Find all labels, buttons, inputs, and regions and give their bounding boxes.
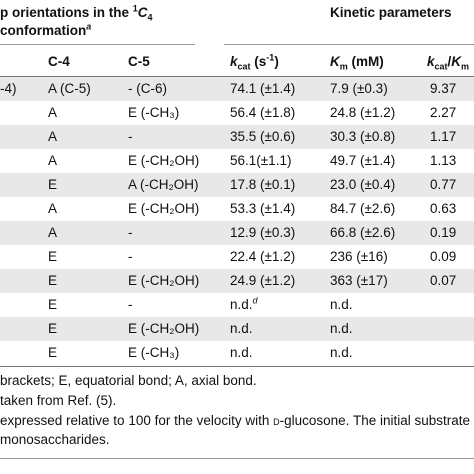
cell-kcat: 56.1(±1.1) [230, 153, 292, 168]
cell-kcat: 35.5 (±0.6) [230, 129, 296, 144]
cell-km: 24.8 (±1.2) [330, 105, 396, 120]
cell-c5: - [128, 129, 133, 144]
cell-km: 7.9 (±0.3) [330, 81, 388, 96]
cell-km: 236 (±16) [330, 249, 388, 264]
group-header-line2: conformation [0, 23, 87, 38]
cell-c4: A [48, 105, 58, 120]
cell-km: n.d. [330, 345, 353, 360]
group-underline [0, 44, 195, 45]
cell-ratio: 9.37 [430, 81, 457, 96]
cell-ratio: 2.27 [430, 105, 457, 120]
row-band [0, 125, 474, 149]
cell-c5: E (-CH₂OH) [128, 273, 200, 288]
col-header-km: Km (mM) [330, 54, 384, 72]
footnote-2: taken from Ref. (5). [0, 393, 117, 408]
cell-c5: E (-CH₃) [128, 345, 180, 360]
group-header-footnote-a: a [86, 21, 92, 32]
footnote-3: expressed relative to 100 for the veloci… [0, 413, 474, 428]
col-header-kcat: kcat (s-1) [230, 52, 279, 72]
cell-c5: E (-CH₂OH) [128, 201, 200, 216]
cell-c4: E [48, 321, 58, 336]
cell-km: 30.3 (±0.8) [330, 129, 396, 144]
cell-c5: - [128, 297, 133, 312]
table-bottom-rule [0, 366, 474, 367]
row-band [0, 269, 474, 293]
cell-kcat: n.d. [230, 345, 253, 360]
cell-c5: - [128, 225, 133, 240]
group-header-c: C [137, 5, 148, 20]
cell-c5: - (C-6) [128, 81, 167, 96]
group-header: p orientations in the 1C4 conformationa [0, 4, 153, 40]
cell-c5: E (-CH₂OH) [128, 321, 200, 336]
footnote-1: brackets; E, equatorial bond; A, axial b… [0, 373, 257, 388]
kinetic-underline [224, 44, 474, 45]
cell-km: 49.7 (±1.4) [330, 153, 396, 168]
footnote-bottom-rule [0, 458, 474, 459]
cell-kcat: 22.4 (±1.2) [230, 249, 296, 264]
cell-kcat: 56.4 (±1.8) [230, 105, 296, 120]
cell-ratio: 1.17 [430, 129, 457, 144]
cell-km: 84.7 (±2.6) [330, 201, 396, 216]
cell-c4: E [48, 345, 58, 360]
cell-c4: A [48, 201, 58, 216]
cell-c4: A (C-5) [48, 81, 91, 96]
cell-c4: E [48, 177, 58, 192]
group-header-sub: 4 [147, 12, 153, 23]
cell-c3: -4) [0, 81, 17, 96]
cell-ratio: 0.07 [430, 273, 457, 288]
cell-c4: E [48, 249, 58, 264]
cell-kcat: n.d. [230, 321, 253, 336]
row-band [0, 173, 474, 197]
col-header-ratio: kcat/Km [427, 54, 470, 72]
cell-kcat: 12.9 (±0.3) [230, 225, 296, 240]
cell-ratio: 1.13 [430, 153, 457, 168]
cell-c5: - [128, 249, 133, 264]
cell-ratio: 0.19 [430, 225, 457, 240]
cell-ratio: 0.09 [430, 249, 457, 264]
cell-kcat: 53.3 (±1.4) [230, 201, 296, 216]
cell-c5: E (-CH₃) [128, 105, 180, 120]
cell-km: 23.0 (±0.4) [330, 177, 396, 192]
row-band [0, 77, 474, 101]
cell-kcat: 74.1 (±1.4) [230, 81, 296, 96]
cell-c5: A (-CH₂OH) [128, 177, 199, 192]
cell-c4: A [48, 153, 58, 168]
cell-c4: E [48, 297, 58, 312]
cell-c5: E (-CH₂OH) [128, 153, 200, 168]
cell-kcat: n.d.d [230, 295, 258, 312]
footnote-d-marker: d [252, 295, 258, 306]
group-header-line1: p orientations in the [0, 5, 133, 20]
cell-km: n.d. [330, 321, 353, 336]
cell-kcat: 24.9 (±1.2) [230, 273, 296, 288]
footnote-4: monosaccharides. [0, 432, 110, 447]
kinetic-header: Kinetic parameters [330, 5, 452, 20]
col-header-c4: C-4 [48, 54, 70, 69]
cell-km: 363 (±17) [330, 273, 388, 288]
cell-ratio: 0.63 [430, 201, 457, 216]
row-band [0, 317, 474, 341]
group-header-sup: 1 [132, 3, 138, 14]
cell-km: 66.8 (±2.6) [330, 225, 396, 240]
cell-c4: A [48, 225, 58, 240]
col-header-c5: C-5 [128, 54, 150, 69]
cell-ratio: 0.77 [430, 177, 457, 192]
cell-km: n.d. [330, 297, 353, 312]
cell-c4: A [48, 129, 58, 144]
cell-kcat: 17.8 (±0.1) [230, 177, 296, 192]
cell-c4: E [48, 273, 58, 288]
row-band [0, 221, 474, 245]
header-bottom-rule [0, 76, 474, 77]
